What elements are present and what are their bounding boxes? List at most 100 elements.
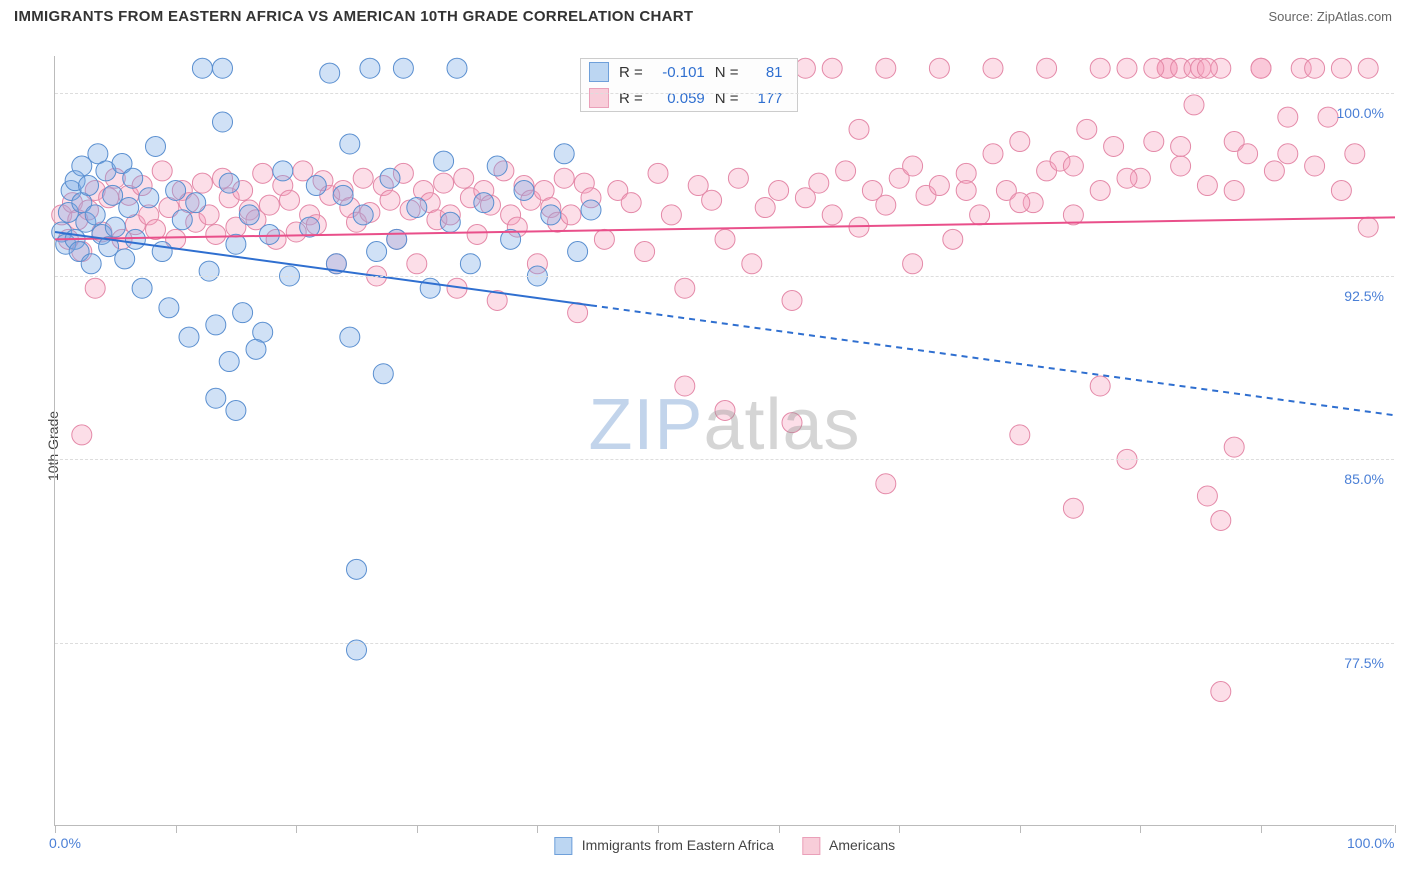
- series-a-point: [233, 303, 253, 323]
- series-a-point: [146, 136, 166, 156]
- series-a-point: [206, 315, 226, 335]
- series-b-point: [1278, 144, 1298, 164]
- corr-row-a: R = -0.101 N = 81: [581, 59, 797, 85]
- x-tick: [537, 825, 538, 833]
- series-a-point: [393, 58, 413, 78]
- series-b-point: [1197, 176, 1217, 196]
- x-tick: [55, 825, 56, 833]
- series-b-point: [1104, 136, 1124, 156]
- chart-title: IMMIGRANTS FROM EASTERN AFRICA VS AMERIC…: [14, 8, 693, 25]
- x-axis-label: 100.0%: [1347, 835, 1394, 851]
- series-a-point: [219, 173, 239, 193]
- correlation-legend: R = -0.101 N = 81 R = 0.059 N = 177: [580, 58, 798, 112]
- corr-r-a: -0.101: [653, 64, 705, 81]
- series-b-point: [929, 58, 949, 78]
- series-b-point: [594, 229, 614, 249]
- legend-label-b: Americans: [829, 837, 895, 853]
- series-a-point: [172, 210, 192, 230]
- series-b-point: [795, 58, 815, 78]
- series-b-point: [1358, 58, 1378, 78]
- series-b-point: [1090, 180, 1110, 200]
- series-b-point: [146, 220, 166, 240]
- series-a-point: [219, 352, 239, 372]
- series-b-point: [1037, 58, 1057, 78]
- chart-header: IMMIGRANTS FROM EASTERN AFRICA VS AMERIC…: [0, 0, 1406, 31]
- corr-swatch-a: [589, 62, 609, 82]
- x-tick: [1020, 825, 1021, 833]
- series-b-point: [1184, 95, 1204, 115]
- series-b-point: [1305, 156, 1325, 176]
- series-a-point: [139, 188, 159, 208]
- series-a-point: [340, 327, 360, 347]
- series-b-point: [1211, 510, 1231, 530]
- series-b-point: [454, 168, 474, 188]
- series-a-point: [85, 205, 105, 225]
- series-b-point: [1331, 58, 1351, 78]
- x-tick: [296, 825, 297, 833]
- series-b-point: [1224, 180, 1244, 200]
- series-b-point: [956, 180, 976, 200]
- series-b-point: [206, 224, 226, 244]
- series-b-point: [554, 168, 574, 188]
- series-a-point: [474, 193, 494, 213]
- series-a-point: [213, 112, 233, 132]
- gridline: [55, 276, 1394, 277]
- series-b-point: [903, 156, 923, 176]
- series-a-point: [581, 200, 601, 220]
- series-a-point: [259, 224, 279, 244]
- series-b-point: [929, 176, 949, 196]
- series-b-point: [1331, 180, 1351, 200]
- series-b-point: [380, 190, 400, 210]
- series-b-point: [1063, 156, 1083, 176]
- legend-swatch-a: [554, 837, 572, 855]
- series-b-point: [983, 58, 1003, 78]
- series-a-point: [306, 176, 326, 196]
- x-tick: [1140, 825, 1141, 833]
- series-b-point: [903, 254, 923, 274]
- series-a-point: [226, 400, 246, 420]
- series-b-point: [728, 168, 748, 188]
- x-tick: [899, 825, 900, 833]
- series-b-point: [876, 195, 896, 215]
- plot-area: ZIPatlas R = -0.101 N = 81 R = 0.059 N =…: [54, 56, 1394, 826]
- series-a-point: [320, 63, 340, 83]
- series-a-point: [79, 176, 99, 196]
- series-a-point: [192, 58, 212, 78]
- series-a-point: [199, 261, 219, 281]
- series-b-point: [809, 173, 829, 193]
- series-b-point: [467, 224, 487, 244]
- x-tick: [417, 825, 418, 833]
- series-b-point: [822, 205, 842, 225]
- series-a-point: [460, 254, 480, 274]
- series-a-point: [347, 559, 367, 579]
- series-b-point: [943, 229, 963, 249]
- legend-bottom: Immigrants from Eastern Africa Americans: [554, 837, 895, 855]
- series-b-point: [1197, 486, 1217, 506]
- series-b-point: [1063, 498, 1083, 518]
- series-b-point: [1251, 58, 1271, 78]
- series-b-point: [1010, 132, 1030, 152]
- series-b-point: [253, 163, 273, 183]
- gridline: [55, 459, 1394, 460]
- series-b-point: [715, 400, 735, 420]
- series-b-point: [876, 474, 896, 494]
- series-b-point: [568, 303, 588, 323]
- series-b-point: [635, 242, 655, 262]
- series-a-point: [568, 242, 588, 262]
- scatter-svg: [55, 56, 1394, 825]
- series-b-point: [434, 173, 454, 193]
- series-b-point: [1010, 425, 1030, 445]
- series-a-point: [179, 327, 199, 347]
- series-b-point: [192, 173, 212, 193]
- series-a-point: [373, 364, 393, 384]
- series-a-point: [152, 242, 172, 262]
- series-b-point: [675, 278, 695, 298]
- series-b-point: [407, 254, 427, 274]
- y-tick-label: 100.0%: [1337, 105, 1384, 121]
- series-b-point: [661, 205, 681, 225]
- legend-item-b: Americans: [802, 837, 895, 855]
- series-a-point: [407, 198, 427, 218]
- series-a-point: [514, 180, 534, 200]
- series-b-point: [1171, 156, 1191, 176]
- corr-n-label: N =: [715, 64, 739, 81]
